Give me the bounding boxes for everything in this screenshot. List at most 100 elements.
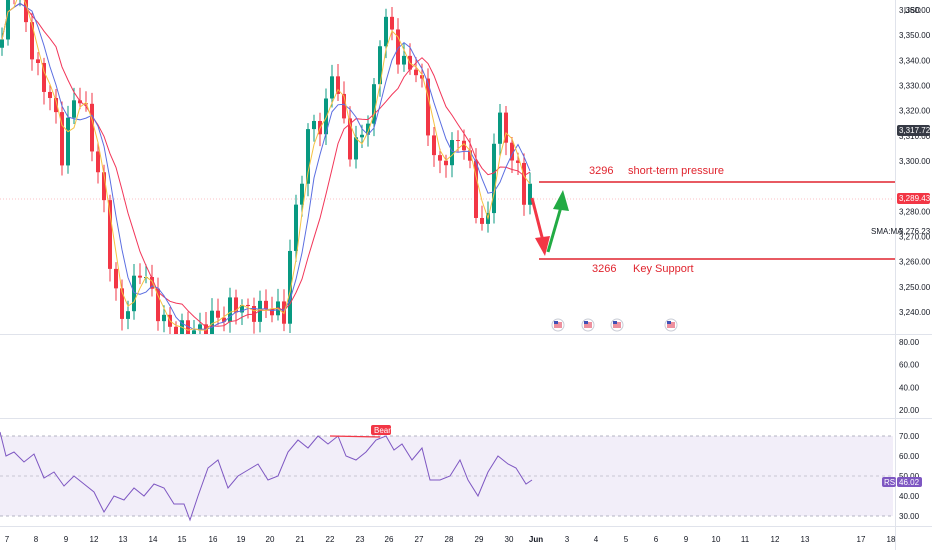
rsi-name-label: RSI [884,478,897,487]
rsi-value-label: 46.02 [899,478,920,487]
us-flag-icon [610,318,624,332]
candle [312,114,316,142]
price-axis[interactable]: USD 3,360.00 3,350.00 3,340.00 3,330.00 3,32… [871,6,931,521]
divergence-line [329,435,381,438]
candle [480,205,484,231]
time-tick-label: 10 [712,535,721,544]
support-label: Key Support [633,263,694,275]
ma-mid-line [1,2,531,331]
price-tick-label: 3,360.00 [899,6,931,15]
candle [90,92,94,162]
us-flag-icon [581,318,595,332]
time-tick-label: 13 [801,535,810,544]
candle [342,81,346,124]
time-tick-label: 5 [624,535,629,544]
time-tick-label: 7 [5,535,10,544]
rsi-tick-label: 60.00 [899,452,920,461]
candle [54,89,58,124]
event-flag-1[interactable] [551,318,565,332]
time-tick-label: 30 [505,535,514,544]
candle [0,27,4,56]
candle [138,263,142,285]
price-tick-label: 3,350.00 [899,31,931,40]
price-tick-label: 3,320.00 [899,107,931,116]
candle [378,40,382,97]
candle [330,64,334,108]
time-tick-label: 13 [119,535,128,544]
event-flag-3[interactable] [610,318,624,332]
candle [306,123,310,197]
time-tick-label: Jun [529,535,543,544]
time-tick-label: 17 [857,535,866,544]
bear-signal-label: Bear [374,426,391,435]
price-tick-label: 3,330.00 [899,82,931,91]
candle [42,57,46,105]
ma-fast-line [1,0,531,331]
time-tick-label: 18 [887,535,896,544]
candle [402,43,406,72]
candle [432,127,436,167]
candles [0,0,532,334]
us-flag-icon [664,318,678,332]
candle [276,288,280,321]
candle [438,148,442,174]
time-tick-label: 12 [90,535,99,544]
rsi-pane[interactable]: Bear [0,425,893,522]
us-flag-icon [551,318,565,332]
time-tick-label: 20 [266,535,275,544]
last-price-label: 3,317.72 [899,126,931,135]
candle [30,12,34,71]
rsi-line [0,431,533,522]
time-tick-label: 29 [475,535,484,544]
price-pane[interactable]: 3296 short-term pressure 3266 Key Suppor… [0,0,896,334]
event-flag-2[interactable] [581,318,595,332]
price-tick-label: 3,250.00 [899,283,931,292]
time-tick-label: 15 [178,535,187,544]
time-tick-label: 9 [64,535,69,544]
resistance-value: 3296 [589,165,613,177]
candle [474,148,478,224]
candle [444,154,448,178]
candle [348,106,352,167]
event-flag-4[interactable] [664,318,678,332]
time-axis[interactable]: 7 8 9 12 13 14 15 16 19 20 21 22 23 26 27 28 29 30 Jun 3 4 5 6… [5,535,896,544]
candle [162,305,166,333]
candle [19,0,21,7]
osc-tick-label: 20.00 [899,406,920,415]
time-tick-label: 8 [34,535,39,544]
candle [354,125,358,169]
time-tick-label: 4 [594,535,599,544]
candle [240,299,244,326]
rsi-tick-label: 70.00 [899,432,920,441]
candle [522,153,526,216]
time-tick-label: 22 [326,535,335,544]
time-tick-label: 6 [654,535,659,544]
up-arrow-icon [546,190,569,253]
rsi-tick-label: 50.00 [899,472,920,481]
candle [120,279,124,331]
time-tick-label: 23 [356,535,365,544]
rsi-tick-label: 30.00 [899,512,920,521]
candle [288,239,292,333]
osc-tick-label: 60.00 [899,361,920,370]
candle [60,101,64,176]
time-tick-label: 3 [565,535,570,544]
time-tick-label: 19 [237,535,246,544]
price-tick-label: 3,280.00 [899,207,931,216]
last-price-tag: 3,317.72 [897,125,931,136]
bear-signal[interactable]: Bear [371,425,391,435]
candle [192,320,196,334]
candle [234,289,238,325]
current-price-tag: 3,289.43 [897,193,931,204]
time-tick-label: 11 [741,535,750,544]
time-tick-label: 28 [445,535,454,544]
candle [108,194,112,282]
candle [6,0,10,46]
price-tick-label: 3,300.00 [899,157,931,166]
candle [414,57,418,83]
candle [222,306,226,332]
time-tick-label: 21 [296,535,305,544]
candle [426,68,430,147]
current-price-label: 3,289.43 [899,194,931,203]
